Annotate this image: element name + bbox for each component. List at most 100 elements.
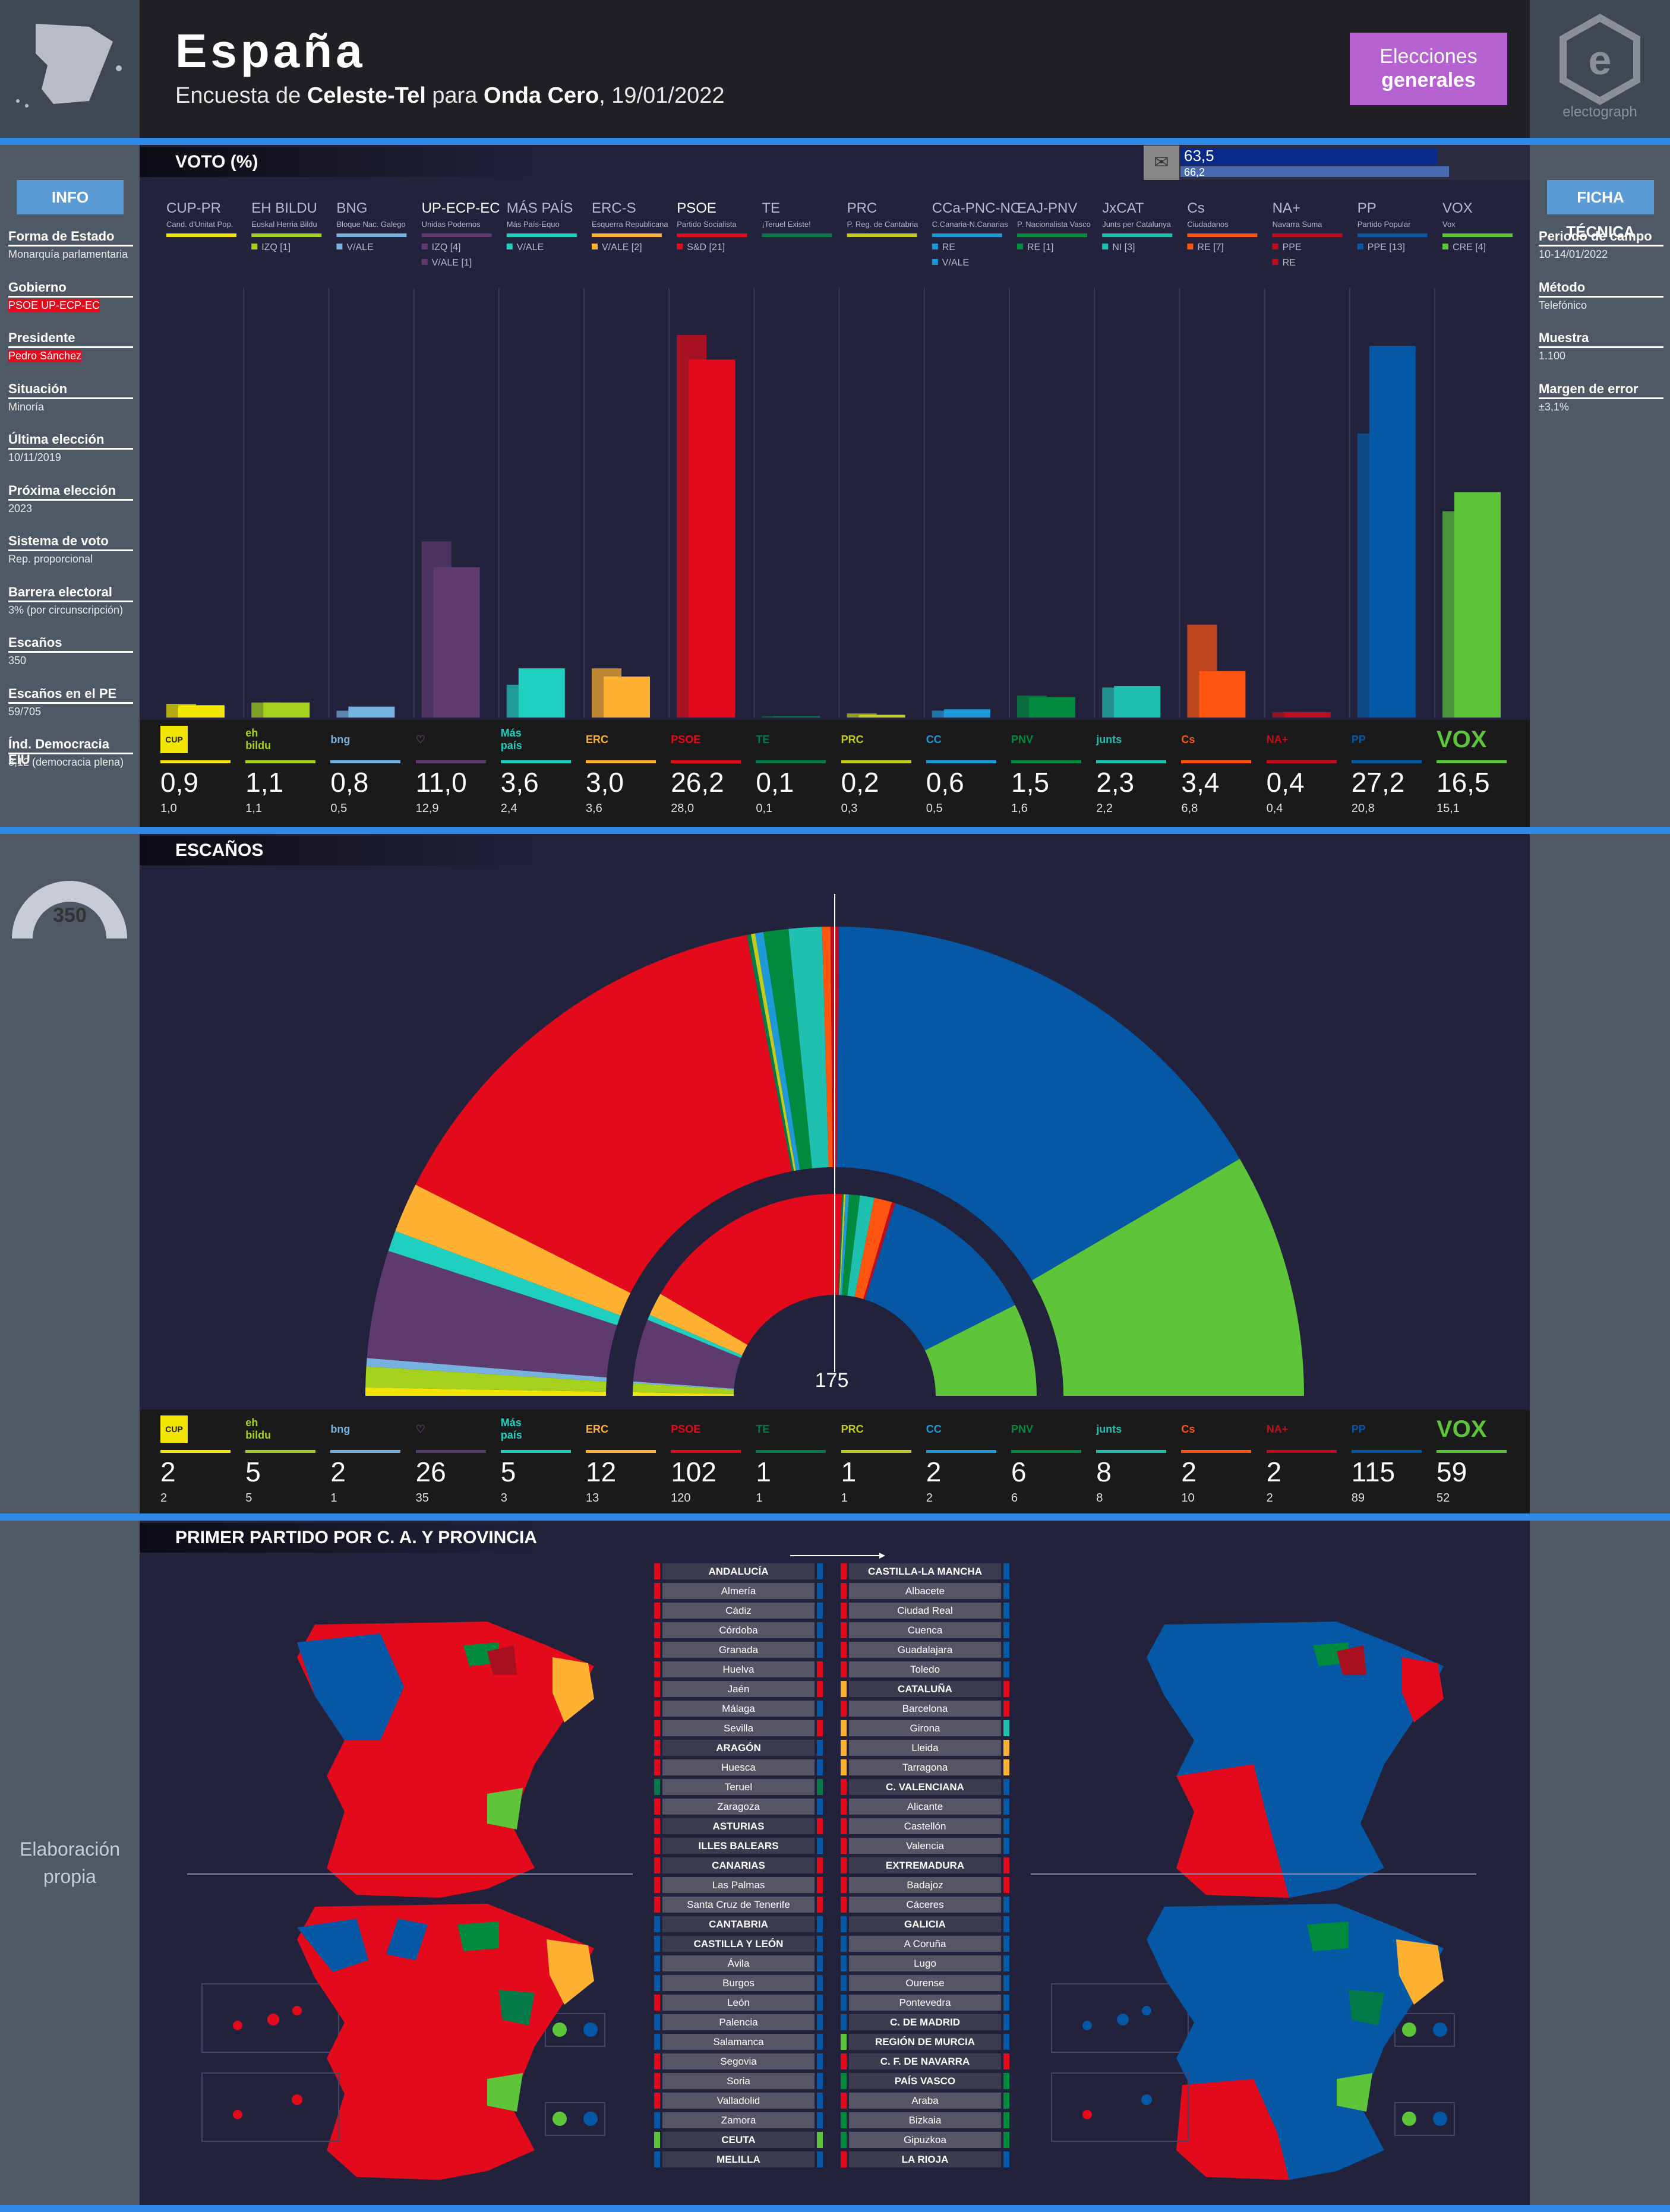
region-color-left: [841, 2053, 847, 2069]
region-color-left: [654, 1740, 660, 1756]
bar-current: [1114, 686, 1161, 718]
value-small: 2,4: [500, 802, 517, 815]
region-row: Ávila: [662, 1955, 815, 1971]
region-color-right: [1003, 1877, 1009, 1893]
value-small: 0,4: [1266, 802, 1283, 815]
region-color-left: [654, 2093, 660, 2109]
party-full-label: P. Nacionalista Vasco: [1017, 220, 1091, 229]
value-small: 0,5: [330, 802, 348, 815]
party-name-label: PRC: [847, 200, 877, 216]
logo-underline: [1351, 1450, 1422, 1453]
region-color-right: [817, 1563, 823, 1579]
region-color-left: [841, 1955, 847, 1971]
party-color-line: [421, 233, 492, 237]
value-small: 8: [1096, 1491, 1103, 1505]
region-row: Lugo: [849, 1955, 1001, 1971]
region-row: Cádiz: [662, 1603, 815, 1619]
region-color-right: [817, 2073, 823, 2089]
value-small: 0,5: [926, 802, 943, 815]
logo-underline: [1266, 760, 1337, 763]
party-name-label: NA+: [1273, 200, 1300, 216]
region-color-right: [817, 1799, 823, 1815]
arrow-icon: [790, 1553, 885, 1559]
info-label: Escaños en el PE: [8, 685, 117, 701]
region-color-left: [654, 2073, 660, 2089]
party-name-label: MÁS PAÍS: [507, 200, 573, 216]
group-label: RE: [1283, 258, 1296, 268]
logo-underline: [1181, 760, 1252, 763]
region-color-right: [1003, 1975, 1009, 1991]
region-color-left: [654, 2034, 660, 2050]
region-color-left: [841, 2073, 847, 2089]
info-label: Presidente: [8, 330, 75, 345]
value-big: 2: [160, 1456, 176, 1487]
maps-left-2: [201, 1904, 605, 2180]
info-button[interactable]: INFO: [17, 180, 124, 214]
region-row: Albacete: [849, 1583, 1001, 1599]
spain-thumb-icon: [16, 24, 122, 108]
info-value: 3% (por circunscripción): [8, 603, 124, 616]
value-big: 0,4: [1266, 767, 1305, 798]
info-value: Pedro Sánchez: [8, 350, 82, 362]
ficha-label: Método: [1539, 279, 1586, 295]
party-logo-icon: VOX: [1437, 726, 1487, 753]
party-name-label: PP: [1358, 200, 1377, 216]
region-row: ASTURIAS: [662, 1818, 815, 1834]
region-color-right: [1003, 1936, 1009, 1952]
page-title: España: [175, 24, 366, 77]
region-color-right: [817, 1779, 823, 1795]
region-color-right: [1003, 1563, 1009, 1579]
region-color-right: [817, 1622, 823, 1638]
value-big: 12: [586, 1456, 617, 1487]
region-color-right: [817, 2053, 823, 2069]
region-color-right: [817, 1720, 823, 1736]
region-row: Tarragona: [849, 1759, 1001, 1775]
region-color-left: [841, 1701, 847, 1717]
region-color-left: [654, 2151, 660, 2167]
region-row: C. F. DE NAVARRA: [849, 2053, 1001, 2069]
party-logo-icon: ERC: [586, 733, 609, 745]
region-color-left: [841, 1563, 847, 1579]
ficha-label: Periodo de campo: [1539, 229, 1652, 244]
group-label: CRE [4]: [1453, 242, 1486, 252]
logo-underline: [586, 760, 656, 763]
value-big: 1,1: [245, 767, 284, 798]
party-color-line: [336, 233, 407, 237]
region-row: A Coruña: [849, 1936, 1001, 1952]
value-big: 26,2: [671, 767, 724, 798]
region-color-right: [1003, 1603, 1009, 1619]
value-small: 0,1: [756, 802, 773, 815]
party-logo-icon: junts: [1096, 733, 1122, 745]
group-marker: [421, 244, 428, 249]
region-row: Bizkaia: [849, 2112, 1001, 2128]
value-small: 2: [160, 1491, 168, 1505]
info-label: Gobierno: [8, 279, 67, 295]
logo-underline: [330, 760, 401, 763]
value-big: 27,2: [1351, 767, 1405, 798]
seat-arc-current: [755, 932, 800, 1171]
region-color-left: [654, 2014, 660, 2030]
region-row: Palencia: [662, 2014, 815, 2030]
party-name-label: BNG: [336, 200, 367, 216]
info-label-line: [8, 397, 133, 399]
region-color-right: [817, 1818, 823, 1834]
info-value: 2023: [8, 502, 33, 514]
region-row: Cuenca: [849, 1622, 1001, 1638]
region-row: C. DE MADRID: [849, 2014, 1001, 2030]
ficha-button[interactable]: FICHA TÉCNICA: [1547, 180, 1654, 241]
group-label: V/ALE: [517, 242, 544, 252]
region-color-right: [817, 2112, 823, 2128]
region-color-left: [841, 1681, 847, 1697]
group-marker: [1357, 244, 1363, 249]
divider: [0, 2205, 1670, 2212]
value-small: 0,3: [841, 802, 858, 815]
region-color-left: [654, 1701, 660, 1717]
region-color-right: [1003, 1818, 1009, 1834]
region-color-left: [654, 1955, 660, 1971]
region-color-right: [1003, 1681, 1009, 1697]
seat-gauge: [12, 881, 127, 938]
party-logo-icon: NA+: [1266, 1423, 1289, 1435]
bar-current: [348, 706, 395, 718]
party-name-label: EH BILDU: [251, 200, 317, 216]
region-color-right: [817, 1642, 823, 1658]
